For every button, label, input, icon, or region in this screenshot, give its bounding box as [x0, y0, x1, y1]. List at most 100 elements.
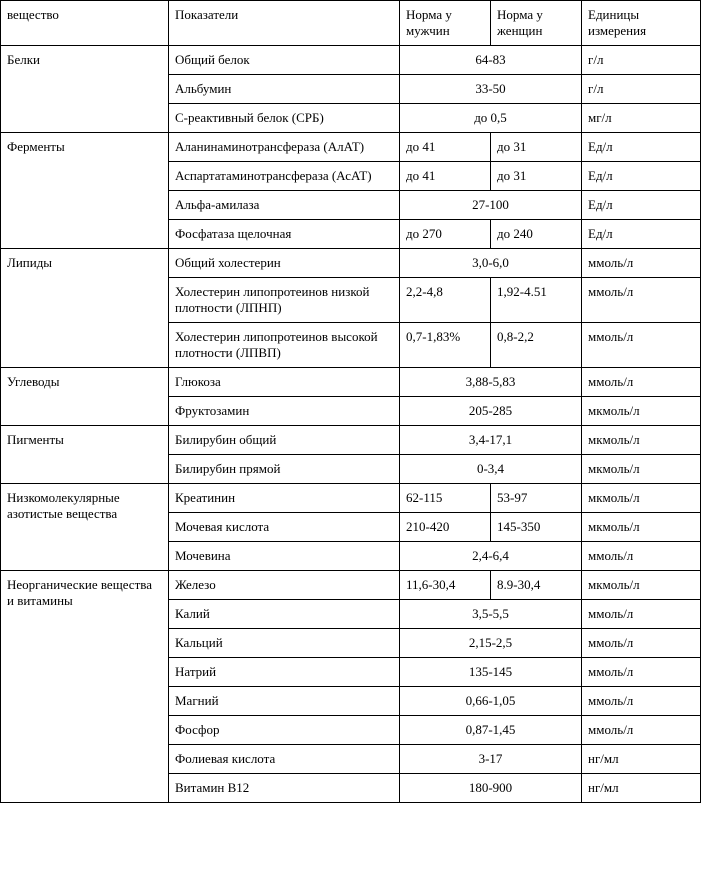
- units-cell: ммоль/л: [582, 716, 701, 745]
- units-cell: мкмоль/л: [582, 513, 701, 542]
- norm-female-cell: 0,8-2,2: [491, 323, 582, 368]
- col-units: Единицы измерения: [582, 1, 701, 46]
- indicator-cell: Билирубин прямой: [169, 455, 400, 484]
- units-cell: мкмоль/л: [582, 484, 701, 513]
- norm-female-cell: до 31: [491, 162, 582, 191]
- norm-combined-cell: 2,4-6,4: [400, 542, 582, 571]
- norm-female-cell: 53-97: [491, 484, 582, 513]
- group-cell: Ферменты: [1, 133, 169, 249]
- units-cell: г/л: [582, 46, 701, 75]
- indicator-cell: Билирубин общий: [169, 426, 400, 455]
- indicator-cell: Кальций: [169, 629, 400, 658]
- norm-combined-cell: 135-145: [400, 658, 582, 687]
- norm-male-cell: 11,6-30,4: [400, 571, 491, 600]
- norm-combined-cell: 3-17: [400, 745, 582, 774]
- units-cell: ммоль/л: [582, 542, 701, 571]
- norm-combined-cell: 64-83: [400, 46, 582, 75]
- norm-combined-cell: 3,4-17,1: [400, 426, 582, 455]
- indicator-cell: Холестерин липопротеинов низкой плотност…: [169, 278, 400, 323]
- units-cell: Ед/л: [582, 133, 701, 162]
- units-cell: Ед/л: [582, 220, 701, 249]
- indicator-cell: Витамин В12: [169, 774, 400, 803]
- units-cell: нг/мл: [582, 745, 701, 774]
- norm-female-cell: 8.9-30,4: [491, 571, 582, 600]
- col-norm-male: Норма у мужчин: [400, 1, 491, 46]
- norm-combined-cell: 3,5-5,5: [400, 600, 582, 629]
- norm-combined-cell: 0-3,4: [400, 455, 582, 484]
- indicator-cell: С-реактивный белок (СРБ): [169, 104, 400, 133]
- indicator-cell: Аланинаминотрансфераза (АлАТ): [169, 133, 400, 162]
- units-cell: мкмоль/л: [582, 397, 701, 426]
- indicator-cell: Аспартатаминотрансфераза (АсАТ): [169, 162, 400, 191]
- units-cell: Ед/л: [582, 191, 701, 220]
- norm-combined-cell: 0,66-1,05: [400, 687, 582, 716]
- table-row: Низкомолекулярные азотистые веществаКреа…: [1, 484, 701, 513]
- units-cell: ммоль/л: [582, 323, 701, 368]
- col-substance: вещество: [1, 1, 169, 46]
- indicator-cell: Общий белок: [169, 46, 400, 75]
- group-cell: Белки: [1, 46, 169, 133]
- norm-male-cell: 62-115: [400, 484, 491, 513]
- group-cell: Липиды: [1, 249, 169, 368]
- units-cell: г/л: [582, 75, 701, 104]
- units-cell: ммоль/л: [582, 658, 701, 687]
- norm-male-cell: 210-420: [400, 513, 491, 542]
- table-row: ПигментыБилирубин общий3,4-17,1мкмоль/л: [1, 426, 701, 455]
- units-cell: ммоль/л: [582, 249, 701, 278]
- norm-combined-cell: 33-50: [400, 75, 582, 104]
- norm-female-cell: до 31: [491, 133, 582, 162]
- group-cell: Углеводы: [1, 368, 169, 426]
- table-header-row: вещество Показатели Норма у мужчин Норма…: [1, 1, 701, 46]
- indicator-cell: Альфа-амилаза: [169, 191, 400, 220]
- norm-combined-cell: 3,0-6,0: [400, 249, 582, 278]
- indicator-cell: Калий: [169, 600, 400, 629]
- units-cell: ммоль/л: [582, 278, 701, 323]
- units-cell: ммоль/л: [582, 687, 701, 716]
- units-cell: мкмоль/л: [582, 426, 701, 455]
- units-cell: мкмоль/л: [582, 455, 701, 484]
- norm-combined-cell: 180-900: [400, 774, 582, 803]
- group-cell: Пигменты: [1, 426, 169, 484]
- norm-female-cell: 145-350: [491, 513, 582, 542]
- units-cell: Ед/л: [582, 162, 701, 191]
- table-row: ЛипидыОбщий холестерин3,0-6,0ммоль/л: [1, 249, 701, 278]
- norm-combined-cell: 27-100: [400, 191, 582, 220]
- table-row: БелкиОбщий белок64-83г/л: [1, 46, 701, 75]
- indicator-cell: Магний: [169, 687, 400, 716]
- indicator-cell: Фосфатаза щелочная: [169, 220, 400, 249]
- norm-male-cell: до 41: [400, 162, 491, 191]
- norm-male-cell: 0,7-1,83%: [400, 323, 491, 368]
- indicator-cell: Железо: [169, 571, 400, 600]
- norm-female-cell: 1,92-4.51: [491, 278, 582, 323]
- indicator-cell: Фруктозамин: [169, 397, 400, 426]
- table-row: ФерментыАланинаминотрансфераза (АлАТ)до …: [1, 133, 701, 162]
- group-cell: Низкомолекулярные азотистые вещества: [1, 484, 169, 571]
- indicator-cell: Холестерин липопротеинов высокой плотнос…: [169, 323, 400, 368]
- norm-male-cell: до 270: [400, 220, 491, 249]
- units-cell: мг/л: [582, 104, 701, 133]
- blood-norms-table: вещество Показатели Норма у мужчин Норма…: [0, 0, 701, 803]
- table-body: БелкиОбщий белок64-83г/лАльбумин33-50г/л…: [1, 46, 701, 803]
- norm-male-cell: 2,2-4,8: [400, 278, 491, 323]
- indicator-cell: Натрий: [169, 658, 400, 687]
- table-row: УглеводыГлюкоза3,88-5,83ммоль/л: [1, 368, 701, 397]
- indicator-cell: Глюкоза: [169, 368, 400, 397]
- norm-combined-cell: 0,87-1,45: [400, 716, 582, 745]
- units-cell: ммоль/л: [582, 629, 701, 658]
- indicator-cell: Креатинин: [169, 484, 400, 513]
- norm-male-cell: до 41: [400, 133, 491, 162]
- indicator-cell: Фолиевая кислота: [169, 745, 400, 774]
- norm-combined-cell: до 0,5: [400, 104, 582, 133]
- indicator-cell: Альбумин: [169, 75, 400, 104]
- units-cell: ммоль/л: [582, 600, 701, 629]
- units-cell: нг/мл: [582, 774, 701, 803]
- norm-combined-cell: 3,88-5,83: [400, 368, 582, 397]
- group-cell: Неорганические вещества и витамины: [1, 571, 169, 803]
- indicator-cell: Общий холестерин: [169, 249, 400, 278]
- units-cell: ммоль/л: [582, 368, 701, 397]
- col-norm-female: Норма у женщин: [491, 1, 582, 46]
- col-indicator: Показатели: [169, 1, 400, 46]
- norm-female-cell: до 240: [491, 220, 582, 249]
- norm-combined-cell: 2,15-2,5: [400, 629, 582, 658]
- units-cell: мкмоль/л: [582, 571, 701, 600]
